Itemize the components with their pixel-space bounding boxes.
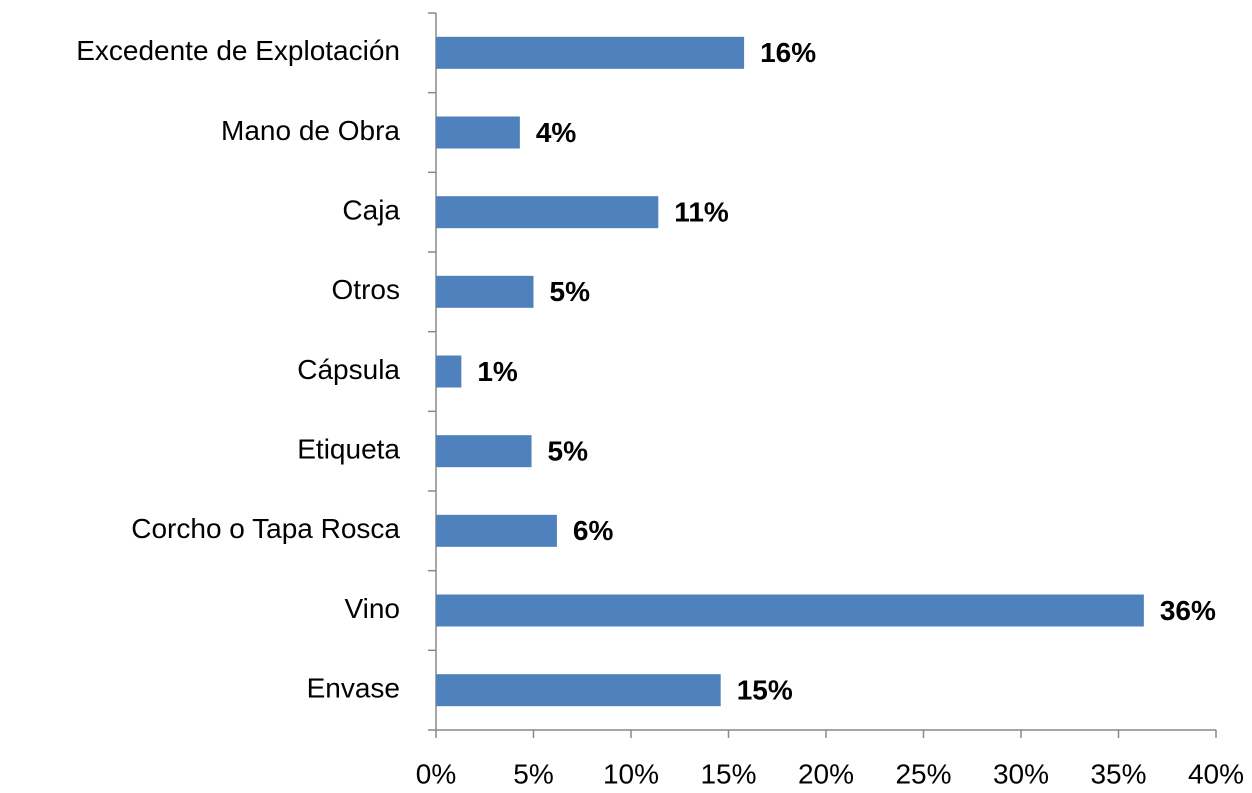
y-tick-label: Caja — [342, 195, 400, 226]
y-tick-label: Cápsula — [297, 354, 400, 385]
y-tick-label: Envase — [307, 673, 400, 704]
y-tick-label: Otros — [332, 274, 400, 305]
bar — [436, 355, 462, 388]
value-label: 4% — [536, 117, 577, 148]
x-tick-label: 20% — [798, 758, 854, 789]
value-label: 11% — [674, 197, 729, 228]
value-label: 5% — [548, 436, 589, 467]
value-label: 16% — [760, 37, 816, 68]
value-label: 15% — [737, 675, 793, 706]
bar — [436, 275, 534, 308]
value-label: 5% — [550, 276, 591, 307]
y-tick-label: Vino — [344, 593, 400, 624]
x-tick-label: 15% — [700, 758, 756, 789]
x-tick-label: 0% — [416, 758, 456, 789]
y-tick-label: Excedente de Explotación — [76, 35, 400, 66]
y-tick-label: Corcho o Tapa Rosca — [131, 513, 400, 544]
value-label: 1% — [477, 356, 518, 387]
x-tick-label: 40% — [1188, 758, 1244, 789]
bar — [436, 116, 520, 149]
bar — [436, 196, 659, 229]
bar — [436, 674, 721, 707]
bar — [436, 514, 557, 547]
y-tick-label: Mano de Obra — [221, 115, 400, 146]
bar — [436, 435, 532, 468]
bar — [436, 594, 1144, 627]
value-label: 6% — [573, 515, 614, 546]
x-tick-label: 5% — [513, 758, 553, 789]
value-label: 36% — [1160, 595, 1216, 626]
x-tick-label: 25% — [895, 758, 951, 789]
x-tick-label: 30% — [993, 758, 1049, 789]
x-tick-label: 10% — [603, 758, 659, 789]
y-tick-label: Etiqueta — [297, 434, 400, 465]
bar — [436, 36, 745, 69]
x-tick-label: 35% — [1090, 758, 1146, 789]
